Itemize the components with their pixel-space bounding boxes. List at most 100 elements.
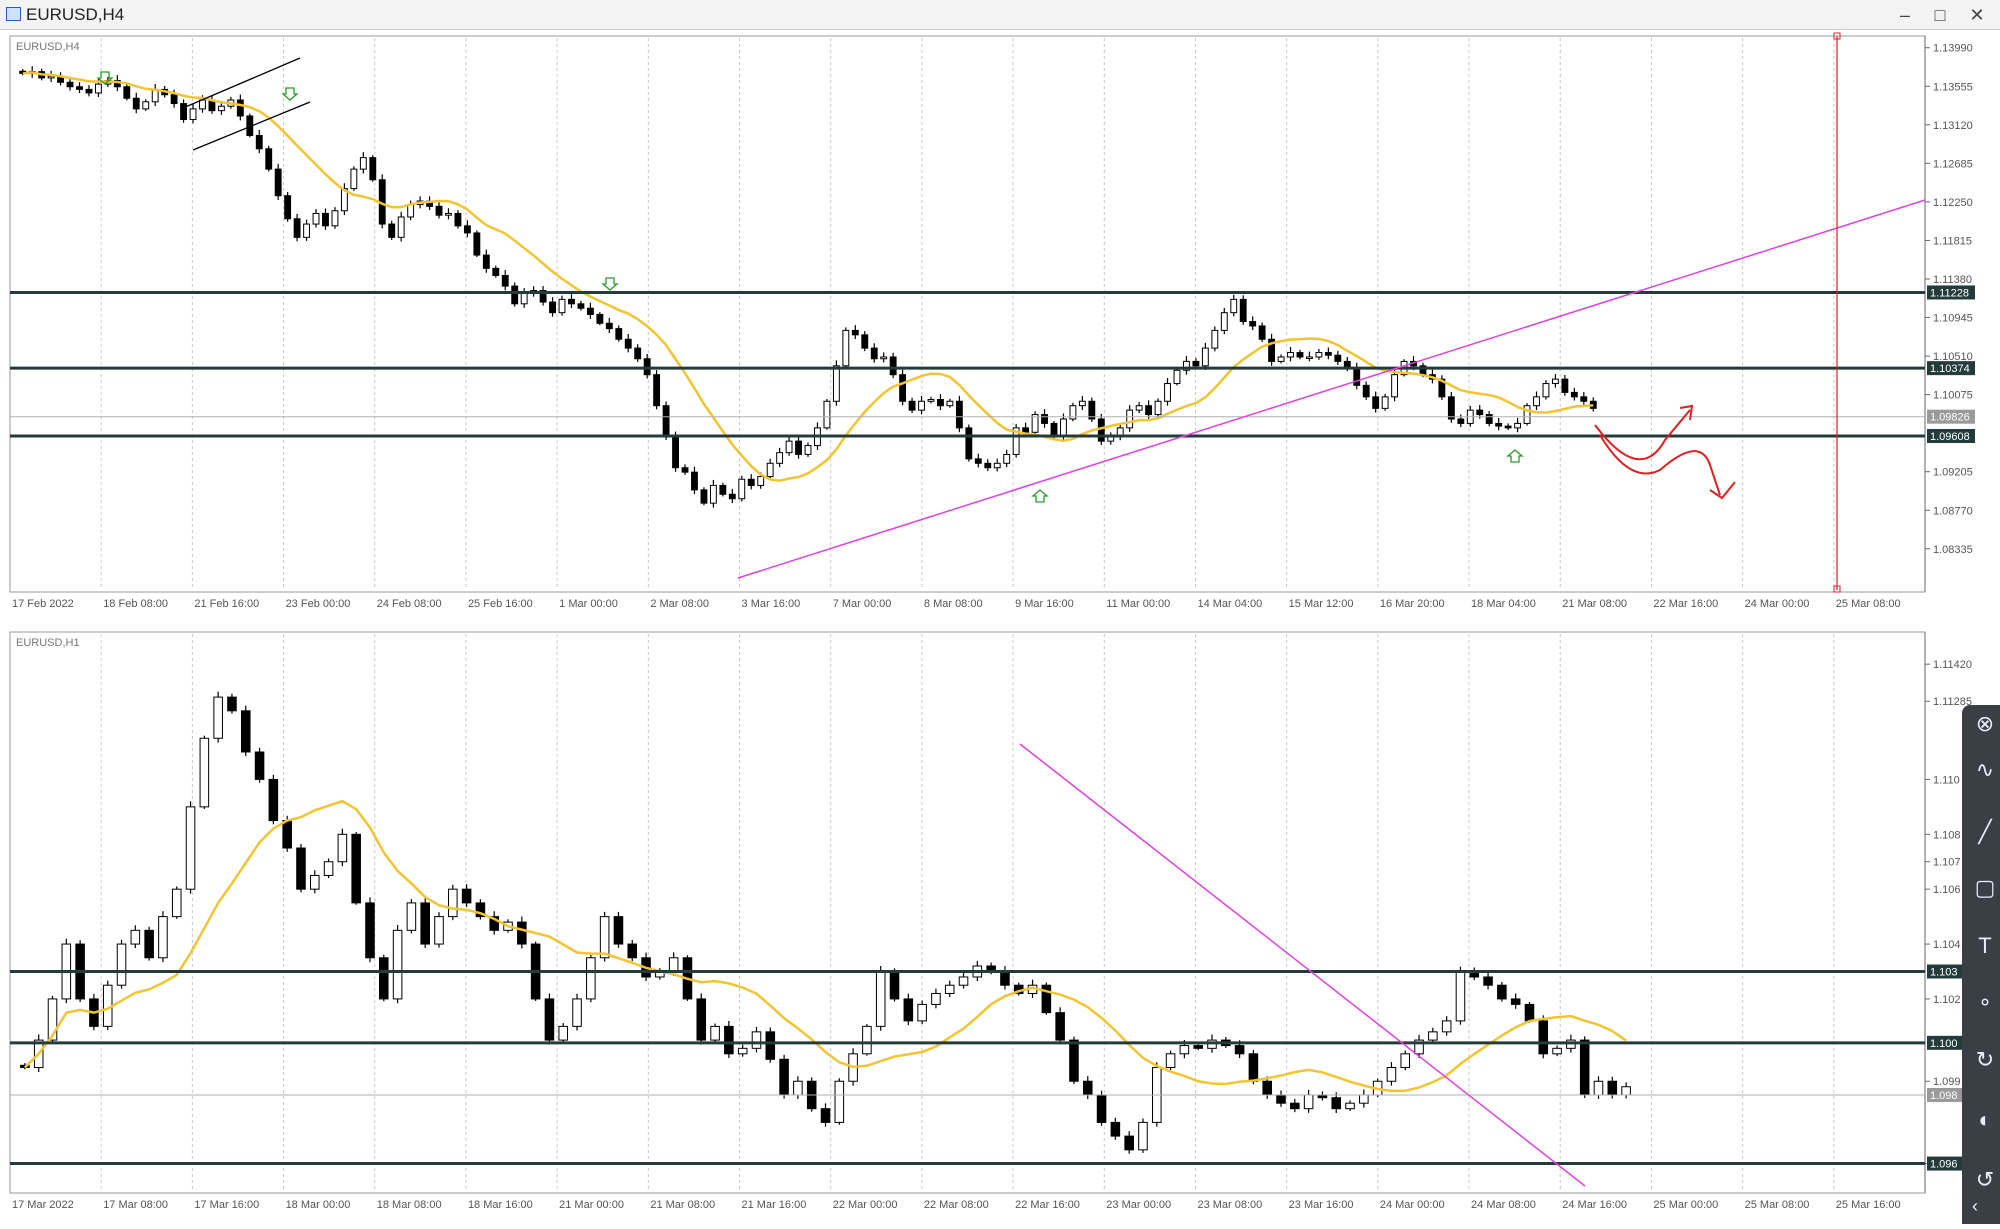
text-icon[interactable]: T <box>1978 933 1992 958</box>
x-tick-label: 7 Mar 00:00 <box>833 598 892 610</box>
x-tick-label: 21 Mar 16:00 <box>742 1199 807 1211</box>
candle-body <box>700 489 708 504</box>
candle-body <box>116 943 127 986</box>
candle-body <box>993 462 1001 469</box>
candle-body <box>1551 378 1559 385</box>
candle-body <box>1476 409 1484 416</box>
candle-body <box>899 374 907 402</box>
level-price-label: 1.11228 <box>1930 287 1969 299</box>
y-tick-label: 1.10075 <box>1933 390 1973 402</box>
candle-body <box>944 984 955 994</box>
x-tick-label: 18 Mar 00:00 <box>286 1199 351 1211</box>
x-tick-label: 21 Feb 16:00 <box>194 598 259 610</box>
candle-body <box>728 493 736 500</box>
candle-body <box>1324 352 1332 356</box>
candle-body <box>1495 422 1503 427</box>
x-tick-label: 18 Mar 04:00 <box>1471 598 1536 610</box>
x-tick-label: 22 Mar 00:00 <box>833 1199 898 1211</box>
x-tick-label: 18 Feb 08:00 <box>103 598 168 610</box>
close-icon[interactable]: ✕ <box>1969 5 1985 25</box>
candle-body <box>296 847 306 890</box>
candle-body <box>627 943 638 959</box>
candle-body <box>710 1025 720 1041</box>
candle-body <box>1372 396 1380 409</box>
x-tick-label: 21 Mar 00:00 <box>559 1199 624 1211</box>
candle-body <box>1258 325 1266 340</box>
maximize-icon[interactable]: □ <box>1934 5 1946 25</box>
candle-body <box>820 1108 831 1123</box>
current-price-tag <box>1927 409 1975 424</box>
level-price-label: 1.09608 <box>1930 431 1970 443</box>
projection-arrow-up <box>1594 409 1691 461</box>
candle-body <box>1138 1121 1148 1151</box>
candle-body <box>1145 405 1153 416</box>
curve-icon[interactable]: ∿ <box>1975 757 1995 782</box>
candle-body <box>1524 1003 1535 1022</box>
x-tick-label: 24 Mar 16:00 <box>1562 1199 1627 1211</box>
candle-body <box>937 399 944 407</box>
candle-body <box>1248 1053 1259 1082</box>
candle-body <box>751 1031 762 1049</box>
candle-body <box>1069 405 1077 420</box>
candle-body <box>709 484 717 504</box>
candle-body <box>1296 352 1304 358</box>
candle-body <box>1428 1031 1438 1041</box>
candle-body <box>420 902 430 945</box>
x-tick-label: 17 Mar 08:00 <box>103 1199 168 1211</box>
plot-area <box>9 35 1926 593</box>
candle-body <box>765 1031 776 1060</box>
candle-body <box>1523 405 1531 424</box>
candle-body <box>795 440 802 455</box>
candle-body <box>917 1003 927 1022</box>
candle-body <box>605 322 613 330</box>
candle-body <box>407 204 415 218</box>
h1-chart-panel[interactable]: 17 Mar 2022 17 Mar 08:00 17 Mar 16:00 18 Ma… <box>0 626 2000 1224</box>
h4-chart-panel[interactable]: 17 Feb 2022 18 Feb 08:00 21 Feb 16:00 23 Fe… <box>0 30 2000 625</box>
candle-body <box>1193 1045 1203 1049</box>
candle-body <box>958 976 969 986</box>
candle-body <box>1593 1080 1604 1096</box>
y-tick-label: 1.13120 <box>1933 120 1973 132</box>
candle-body <box>454 212 462 227</box>
rotate-icon[interactable]: ↻ <box>1975 1047 1995 1072</box>
level-price-label: 1.10374 <box>1930 363 1970 375</box>
nodes-icon[interactable]: ∘ <box>1978 989 1992 1014</box>
trendline-up <box>737 199 1926 579</box>
candle-body <box>1003 453 1011 464</box>
candle-body <box>1154 400 1162 416</box>
candle-body <box>240 710 251 753</box>
candle-body <box>1060 418 1067 438</box>
rectangle-icon[interactable]: ▢ <box>1974 875 1996 900</box>
candle-body <box>1315 352 1323 358</box>
line-icon[interactable]: ╱ <box>1978 819 1992 844</box>
color-icon[interactable]: ◐ <box>1978 1107 1992 1132</box>
x-tick-label: 16 Mar 20:00 <box>1380 598 1445 610</box>
candle-body <box>1230 298 1238 314</box>
candle-body <box>185 806 196 890</box>
candle-body <box>489 916 499 931</box>
candle-body <box>568 298 575 305</box>
candle-body <box>76 86 83 90</box>
candle-body <box>903 998 914 1022</box>
candle-body <box>1331 1097 1342 1110</box>
h1-chart[interactable]: 17 Mar 2022 17 Mar 08:00 17 Mar 16:00 18 Ma… <box>0 626 2000 1224</box>
collapse-arrow-icon[interactable]: ‹ <box>1972 1196 1978 1216</box>
candle-body <box>1088 400 1096 420</box>
candle-body <box>473 232 481 256</box>
circle-arrow-icon[interactable]: ↺ <box>1975 1167 1995 1192</box>
trendline-down <box>1019 743 1586 1187</box>
x-tick-label: 23 Mar 00:00 <box>1106 1199 1171 1211</box>
x-tick-label: 22 Mar 16:00 <box>1015 1199 1080 1211</box>
candle-body <box>599 916 610 959</box>
h4-chart[interactable]: 17 Feb 2022 18 Feb 08:00 21 Feb 16:00 23 Fe… <box>0 30 2000 625</box>
x-tick-label: 1 Mar 00:00 <box>559 598 618 610</box>
candle-body <box>1041 414 1048 424</box>
close-icon[interactable]: ⊗ <box>1975 711 1995 736</box>
x-tick-label: 17 Mar 16:00 <box>194 1199 259 1211</box>
x-tick-label: 23 Feb 00:00 <box>286 598 351 610</box>
candle-body <box>596 313 604 324</box>
candle-body <box>823 400 831 429</box>
minimize-icon[interactable]: – <box>1899 5 1910 25</box>
candle-body <box>359 157 367 170</box>
candle-body <box>889 356 897 376</box>
